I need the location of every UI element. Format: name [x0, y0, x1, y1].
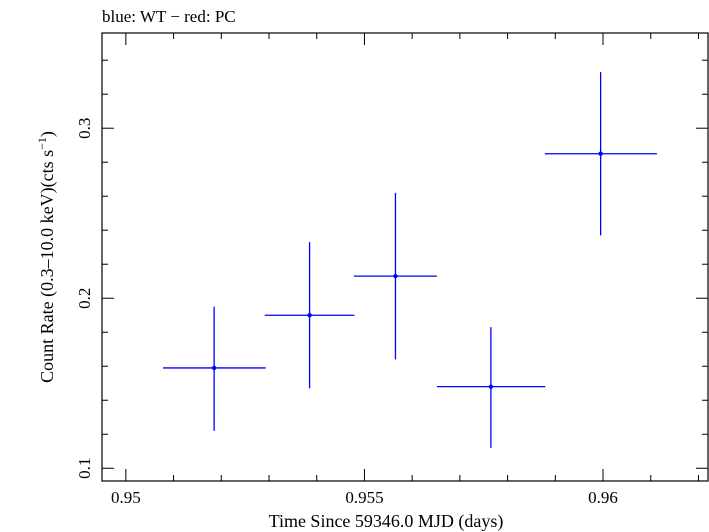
y-axis-label-main: Count Rate (0.3–10.0 keV)(cts s: [37, 150, 58, 383]
y-tick-label: 0.2: [75, 288, 94, 309]
data-marker: [307, 313, 312, 318]
data-point: [163, 306, 266, 431]
y-tick-label: 0.3: [75, 118, 94, 139]
y-axis-label: Count Rate (0.3–10.0 keV)(cts s−1): [35, 131, 58, 383]
y-tick-label: 0.1: [75, 458, 94, 479]
data-marker: [393, 273, 398, 279]
data-point: [264, 242, 355, 389]
data-points: [163, 72, 657, 448]
data-marker: [488, 384, 494, 389]
x-axis-ticks: 0.95 0.955 0.96: [111, 33, 699, 507]
x-axis-label: Time Since 59346.0 MJD (days): [269, 511, 504, 532]
y-axis-label-close: ): [37, 131, 58, 137]
chart-title: blue: WT − red: PC: [102, 7, 236, 26]
x-tick-label: 0.96: [588, 488, 618, 507]
x-tick-label: 0.955: [345, 488, 383, 507]
data-point: [436, 327, 546, 448]
data-marker: [598, 151, 603, 156]
data-point: [544, 72, 657, 236]
plot-frame: [101, 32, 709, 482]
y-axis-label-superscript: −1: [35, 137, 49, 150]
x-tick-label: 0.95: [111, 488, 141, 507]
y-axis-ticks: 0.1 0.2 0.3: [75, 59, 708, 479]
data-point: [353, 192, 437, 360]
data-marker: [211, 365, 217, 371]
